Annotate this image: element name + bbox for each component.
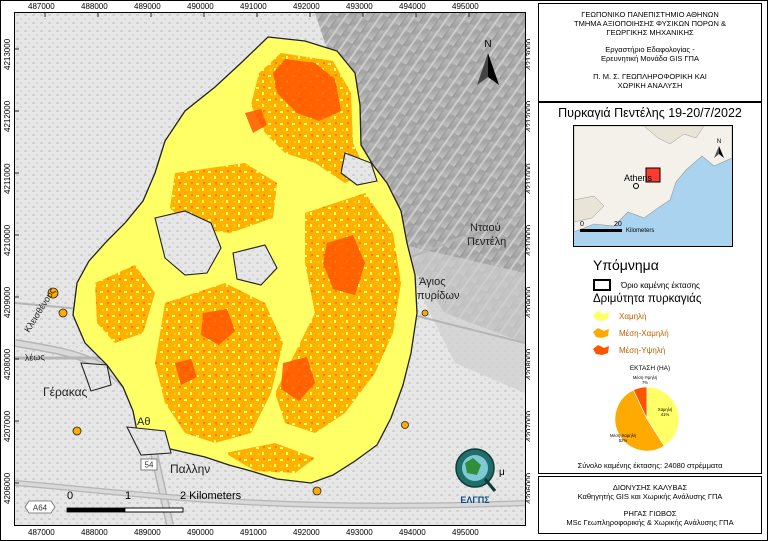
elgps-logo: ΕΛΓΠΣ μ	[455, 448, 505, 505]
label-agios-line1: Άγιος	[419, 276, 446, 288]
label-ntaou-line1: Νταού	[470, 222, 501, 234]
inset-locator-map[interactable]: Athens N 0 20 Kilometers	[573, 125, 733, 247]
label-leoforos: λέως	[24, 352, 45, 363]
svg-text:N: N	[717, 139, 721, 145]
pie-label-modlow-name: Μέση-Χαμηλή	[610, 433, 637, 438]
fire-title: Πυρκαγιά Πεντέλης 19-20/7/2022	[558, 106, 742, 120]
low-swatch	[593, 311, 609, 321]
label-pallini: Παλλην	[170, 462, 210, 476]
legend-item-boundary: Όριο καμένης έκτασης	[593, 279, 700, 291]
institution-line-3: ΓΕΩΡΓΙΚΗΣ ΜΗΧΑΝΙΚΗΣ	[606, 28, 694, 37]
legend-item-low: Χαμηλή	[593, 311, 646, 321]
pie-label-modlow-pct: 52%	[619, 438, 628, 443]
north-arrow: N	[477, 39, 499, 85]
program-line-1: Π. Μ. Σ. ΓΕΩΠΛΗΡΟΦΟΡΙΚΗ ΚΑΙ	[593, 72, 707, 81]
legend-panel: Πυρκαγιά Πεντέλης 19-20/7/2022 Athens N …	[538, 102, 762, 474]
inset-study-area	[645, 167, 661, 183]
pie-label-low-pct: 41%	[661, 412, 670, 417]
legend-item-label: Όριο καμένης έκτασης	[621, 280, 700, 290]
label-athinon: Αθ	[137, 416, 150, 428]
credit-name-1: ΔΙΟΝΥΣΗΣ ΚΑΛΥΒΑΣ	[612, 483, 688, 492]
svg-text:Kilometers: Kilometers	[626, 228, 654, 234]
svg-text:0: 0	[580, 221, 584, 228]
total-burned-area: Σύνολο καμένης έκτασης: 24080 στρέμματα	[577, 461, 723, 470]
moderate-low-swatch	[593, 328, 609, 338]
map-canvas[interactable]: Γέρακας Αθ Παλλην Άγιος πυρίδων Νταού Πε…	[15, 13, 525, 525]
pie-labels: Χαμηλή 41% Μέση-Χαμηλή 52% Μέση-Υψηλή 7%	[610, 375, 673, 443]
pie-label-low-name: Χαμηλή	[658, 407, 673, 412]
credit-role-2: MSc Γεωπληροφορικής & Χωρικής Ανάλυσης Γ…	[566, 518, 734, 527]
svg-text:μ: μ	[499, 467, 505, 478]
institution-line-2: ΤΜΗΜΑ ΑΞΙΟΠΟΙΗΣΗΣ ΦΥΣΙΚΩΝ ΠΟΡΩΝ &	[573, 19, 726, 28]
credit-name-2: ΡΗΓΑΣ ΓΙΩΒΟΣ	[623, 509, 677, 518]
pie-slices	[614, 386, 680, 452]
legend-item-label: Μέση-Χαμηλή	[619, 328, 669, 338]
institution-line-1: ΓΕΩΠΟΝΙΚΟ ΠΑΝΕΠΙΣΤΗΜΙΟ ΑΘΗΝΩΝ	[581, 10, 719, 19]
label-gerakas: Γέρακας	[43, 385, 88, 399]
grid-ticks	[15, 13, 470, 484]
scale-bar: 0 1 2 Kilometers	[66, 490, 242, 513]
burn-area-moderate-low[interactable]	[95, 53, 401, 473]
program-line-2: ΧΩΡΙΚΗ ΑΝΑΛΥΣΗ	[617, 81, 683, 90]
area-pie-chart: Χαμηλή 41% Μέση-Χαμηλή 52% Μέση-Υψηλή 7%	[610, 375, 680, 452]
lab-line-1: Εργαστήριο Εδαφολογίας -	[605, 45, 695, 54]
legend-title: Υπόμνημα	[593, 257, 659, 273]
severity-title: Δριμύτητα πυρκαγιάς	[593, 293, 702, 305]
svg-text:20: 20	[614, 221, 622, 228]
boundary-swatch	[593, 279, 611, 291]
label-ntaou-line2: Πεντέλη	[467, 236, 506, 248]
svg-text:A64: A64	[33, 504, 48, 513]
pie-slice-moderate-low	[614, 389, 665, 452]
svg-text:0: 0	[67, 490, 73, 502]
road-shield-a64: A64	[24, 500, 56, 514]
legend-item-moderate-low: Μέση-Χαμηλή	[593, 328, 669, 338]
institution-panel: ΓΕΩΠΟΝΙΚΟ ΠΑΝΕΠΙΣΤΗΜΙΟ ΑΘΗΝΩΝ ΤΜΗΜΑ ΑΞΙΟ…	[538, 3, 762, 102]
lab-line-2: Ερευνητική Μονάδα GIS ΓΠΑ	[601, 54, 699, 63]
svg-text:1: 1	[125, 490, 131, 502]
inset-canvas: Athens N 0 20 Kilometers	[574, 126, 732, 234]
legend-item-label: Χαμηλή	[619, 311, 647, 321]
moderate-high-swatch	[593, 345, 609, 355]
burn-outliers[interactable]	[47, 287, 429, 496]
credit-role-1: Καθηγητής GIS και Χωρικής Ανάλυσης ΓΠΑ	[577, 492, 723, 501]
burn-area-moderate-high[interactable]	[175, 59, 365, 401]
svg-text:N: N	[484, 39, 491, 50]
credits-panel: ΔΙΟΝΥΣΗΣ ΚΑΛΥΒΑΣ Καθηγητής GIS και Χωρικ…	[538, 476, 762, 534]
inset-scale-bar: 0 20 Kilometers	[580, 221, 654, 234]
inset-place-label: Athens	[624, 173, 653, 183]
pie-label-modhigh-pct: 7%	[642, 380, 648, 385]
pie-label-modhigh-name: Μέση-Υψηλή	[633, 375, 658, 380]
svg-text:ΕΛΓΠΣ: ΕΛΓΠΣ	[460, 495, 490, 505]
hill-relief	[395, 243, 525, 393]
legend-item-label: Μέση-Υψηλή	[619, 345, 666, 355]
inset-city-marker	[633, 183, 639, 189]
main-map[interactable]: Γέρακας Αθ Παλλην Άγιος πυρίδων Νταού Πε…	[14, 12, 526, 526]
pie-title: ΕΚΤΑΣΗ (HA)	[629, 365, 671, 372]
svg-text:2 Kilometers: 2 Kilometers	[180, 490, 242, 502]
road-shield-54: 54	[140, 458, 158, 471]
mountain-relief	[315, 13, 525, 343]
label-agios-line2: πυρίδων	[417, 290, 460, 302]
inset-north-arrow: N	[714, 139, 724, 158]
svg-text:54: 54	[145, 461, 154, 470]
unburned-islands	[80, 152, 378, 456]
legend-item-moderate-high: Μέση-Υψηλή	[593, 345, 665, 355]
